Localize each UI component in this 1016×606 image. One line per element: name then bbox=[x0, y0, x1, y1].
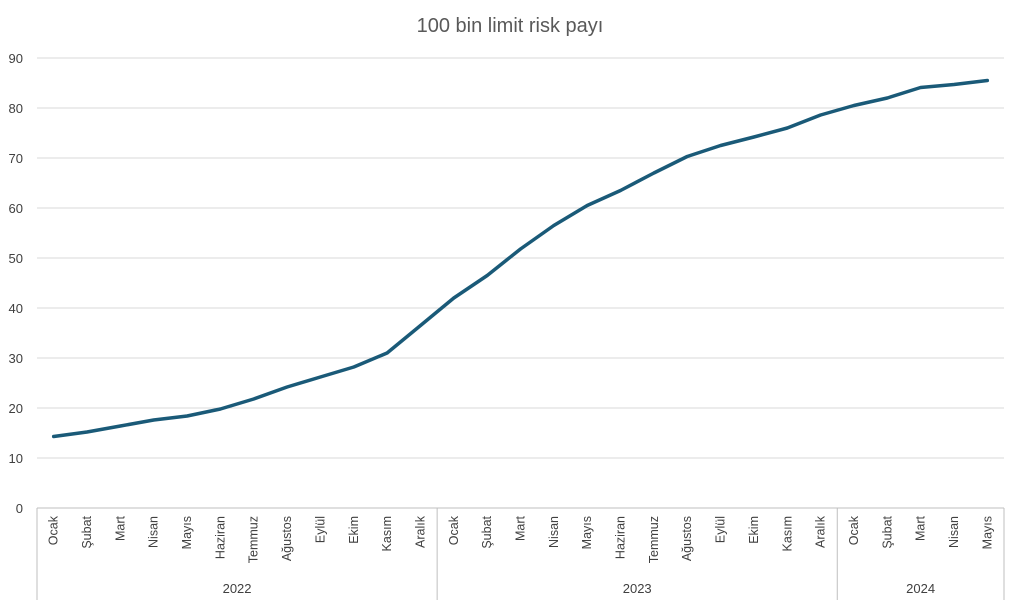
data-point bbox=[352, 365, 356, 369]
data-point bbox=[652, 171, 656, 175]
x-tick-label: Eylül bbox=[313, 516, 327, 543]
x-tick-label: Aralık bbox=[413, 515, 427, 548]
data-point bbox=[785, 126, 789, 130]
gridlines bbox=[37, 57, 1004, 459]
data-point bbox=[552, 224, 556, 227]
data-point bbox=[719, 144, 723, 147]
x-tick-label: Ağustos bbox=[280, 516, 294, 561]
y-tick-label: 0 bbox=[16, 501, 23, 516]
x-tick-label: Şubat bbox=[880, 515, 894, 548]
x-tick-label: Mart bbox=[113, 515, 127, 541]
x-tick-label: Nisan bbox=[547, 516, 561, 548]
data-point bbox=[519, 247, 522, 251]
series-layer bbox=[51, 78, 990, 439]
data-point bbox=[118, 424, 122, 428]
y-tick-label: 70 bbox=[9, 151, 23, 166]
y-tick-label: 30 bbox=[9, 351, 23, 366]
data-point bbox=[885, 96, 889, 100]
chart-title: 100 bin limit risk payı bbox=[417, 15, 604, 37]
data-point bbox=[52, 435, 56, 438]
data-point bbox=[485, 274, 489, 277]
x-tick-label: Haziran bbox=[614, 516, 628, 559]
x-tick-label: Ocak bbox=[847, 515, 861, 545]
data-point bbox=[85, 430, 89, 434]
data-point bbox=[418, 324, 422, 327]
y-tick-label: 20 bbox=[9, 401, 23, 416]
x-tick-label: Eylül bbox=[714, 516, 728, 543]
data-point bbox=[919, 86, 923, 89]
y-tick-label: 80 bbox=[9, 101, 23, 116]
x-tick-label: Temmuz bbox=[247, 516, 261, 563]
data-point bbox=[218, 407, 222, 411]
x-tick-label: Temmuz bbox=[647, 516, 661, 563]
data-point bbox=[452, 296, 456, 300]
data-point bbox=[152, 418, 156, 422]
x-tick-label: Kasım bbox=[780, 516, 794, 551]
data-point bbox=[318, 375, 322, 379]
x-tick-label: Şubat bbox=[80, 515, 94, 548]
data-point bbox=[985, 79, 989, 82]
x-tick-label: Şubat bbox=[480, 515, 494, 548]
data-point bbox=[952, 83, 956, 86]
year-label: 2023 bbox=[623, 581, 652, 596]
x-tick-label: Ağustos bbox=[680, 516, 694, 561]
data-point bbox=[252, 397, 256, 401]
year-label: 2022 bbox=[223, 581, 252, 596]
x-tick-label: Aralık bbox=[814, 515, 828, 548]
y-tick-label: 50 bbox=[9, 251, 23, 266]
y-tick-label: 40 bbox=[9, 301, 23, 316]
y-tick-label: 10 bbox=[9, 451, 23, 466]
x-tick-label: Mayıs bbox=[980, 516, 994, 549]
data-point bbox=[685, 155, 689, 158]
x-axis: Ocak Şubat Mart Nisan Mayıs Haziran Temmuz Ağus… bbox=[36, 507, 1005, 600]
x-tick-label: Mart bbox=[914, 515, 928, 541]
x-tick-label: Nisan bbox=[947, 516, 961, 548]
x-tick-label: Ekim bbox=[347, 516, 361, 544]
data-point bbox=[819, 113, 823, 117]
y-axis-tick-labels: 0 10 20 30 40 50 60 70 80 90 bbox=[9, 51, 23, 516]
y-tick-label: 90 bbox=[9, 51, 23, 66]
x-tick-label: Ocak bbox=[447, 515, 461, 545]
data-point bbox=[752, 135, 756, 139]
data-point bbox=[185, 414, 189, 418]
data-point bbox=[385, 351, 389, 355]
x-tick-label: Mayıs bbox=[580, 516, 594, 549]
data-point bbox=[585, 204, 589, 207]
x-tick-label: Mart bbox=[514, 515, 528, 541]
data-point bbox=[619, 189, 623, 192]
x-tick-label: Haziran bbox=[213, 516, 227, 559]
x-tick-label: Ekim bbox=[747, 516, 761, 544]
x-tick-label: Kasım bbox=[380, 516, 394, 551]
x-tick-label: Nisan bbox=[147, 516, 161, 548]
year-label: 2024 bbox=[906, 581, 935, 596]
x-tick-label: Ocak bbox=[47, 515, 61, 545]
y-tick-label: 60 bbox=[9, 201, 23, 216]
x-tick-label: Mayıs bbox=[180, 516, 194, 549]
data-point bbox=[285, 385, 289, 389]
data-point bbox=[852, 104, 856, 107]
